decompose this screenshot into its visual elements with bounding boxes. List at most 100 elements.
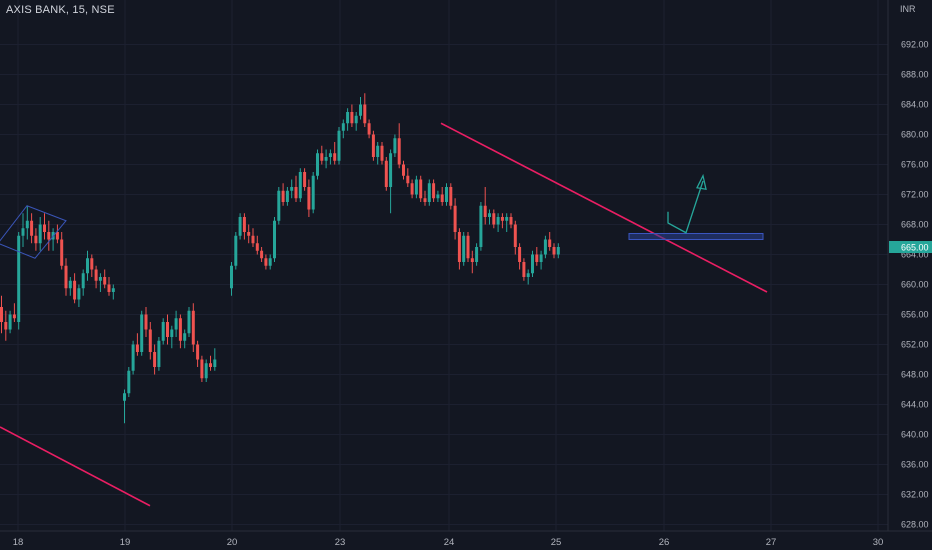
candle xyxy=(34,228,38,251)
candle-body xyxy=(449,187,453,206)
candle xyxy=(552,243,556,259)
candle xyxy=(539,250,543,270)
candle xyxy=(328,149,332,165)
candle-body xyxy=(556,247,560,255)
descending-trendline xyxy=(440,122,768,293)
candle-body xyxy=(242,217,246,232)
candle-body xyxy=(479,205,483,247)
candle xyxy=(427,179,431,206)
candle xyxy=(86,250,89,281)
candle-body xyxy=(4,322,8,330)
candle-body xyxy=(483,205,487,217)
x-tick-label: 26 xyxy=(659,537,670,548)
candle-body xyxy=(500,217,504,221)
candle xyxy=(140,310,144,356)
candle-body xyxy=(230,265,233,289)
candle-body xyxy=(333,153,337,161)
candle xyxy=(522,258,526,281)
arrow-head xyxy=(696,173,707,191)
candle-body xyxy=(140,314,144,352)
candle xyxy=(380,142,384,165)
candle xyxy=(209,355,212,371)
candle xyxy=(483,187,487,225)
candle xyxy=(423,190,427,206)
candle xyxy=(531,250,534,277)
candle xyxy=(320,145,324,165)
candle xyxy=(170,325,174,349)
candle xyxy=(479,202,483,251)
candle-body xyxy=(273,220,276,259)
candle xyxy=(281,183,285,206)
candle xyxy=(543,235,547,259)
candle xyxy=(38,217,42,251)
candle-body xyxy=(60,239,64,266)
candle xyxy=(298,168,302,202)
candle xyxy=(397,123,401,169)
candle-body xyxy=(298,172,302,199)
candle-body xyxy=(204,363,208,379)
candle-body xyxy=(522,262,526,277)
candle xyxy=(230,262,233,296)
candle-body xyxy=(466,235,470,259)
candle xyxy=(196,340,200,367)
candle xyxy=(337,127,341,165)
candle-body xyxy=(73,280,77,300)
candle-body xyxy=(548,239,552,247)
candle xyxy=(492,209,496,229)
y-tick-label: 628.00 xyxy=(901,520,929,530)
flag-pattern xyxy=(0,205,67,259)
candle xyxy=(488,209,491,225)
y-tick-label: 676.00 xyxy=(901,160,929,170)
y-tick-label: 640.00 xyxy=(901,430,929,440)
candle xyxy=(98,273,102,292)
candle xyxy=(4,310,8,341)
candle xyxy=(445,183,448,206)
candle xyxy=(153,344,157,375)
candle xyxy=(475,243,479,266)
candle-body xyxy=(496,217,500,225)
candlestick-series xyxy=(0,93,560,424)
candle xyxy=(324,149,328,169)
candle-body xyxy=(393,138,397,154)
candle-body xyxy=(518,247,522,262)
candle-body xyxy=(397,138,401,165)
candle xyxy=(43,213,46,240)
candle xyxy=(311,172,315,214)
candle-body xyxy=(316,153,319,176)
candle xyxy=(30,213,34,244)
candle-body xyxy=(552,247,556,255)
candle xyxy=(103,269,107,289)
candle xyxy=(111,284,115,300)
y-tick-label: 632.00 xyxy=(901,490,929,500)
candle-body xyxy=(107,284,111,292)
candle-body xyxy=(363,104,367,124)
candle xyxy=(77,284,81,307)
candle xyxy=(64,258,68,296)
candle xyxy=(191,303,195,352)
candle xyxy=(90,254,94,277)
last-price-label: 665.00 xyxy=(901,243,929,253)
candle xyxy=(346,108,350,131)
candle xyxy=(187,307,191,337)
candle-body xyxy=(457,232,461,262)
candle-body xyxy=(505,217,509,221)
candle-body xyxy=(187,310,191,334)
candle xyxy=(500,213,504,229)
candle-body xyxy=(453,205,457,232)
candle-body xyxy=(209,363,212,367)
y-tick-label: 648.00 xyxy=(901,370,929,380)
candle-body xyxy=(290,187,294,191)
candle-body xyxy=(183,333,187,341)
candle xyxy=(509,213,513,229)
y-tick-label: 668.00 xyxy=(901,220,929,230)
candle xyxy=(505,213,509,232)
candle-body xyxy=(200,359,204,379)
candle xyxy=(316,149,319,180)
candle xyxy=(294,175,298,202)
y-tick-label: 672.00 xyxy=(901,190,929,200)
candle-body xyxy=(294,187,298,199)
candle-body xyxy=(328,153,332,157)
candle xyxy=(402,160,405,180)
